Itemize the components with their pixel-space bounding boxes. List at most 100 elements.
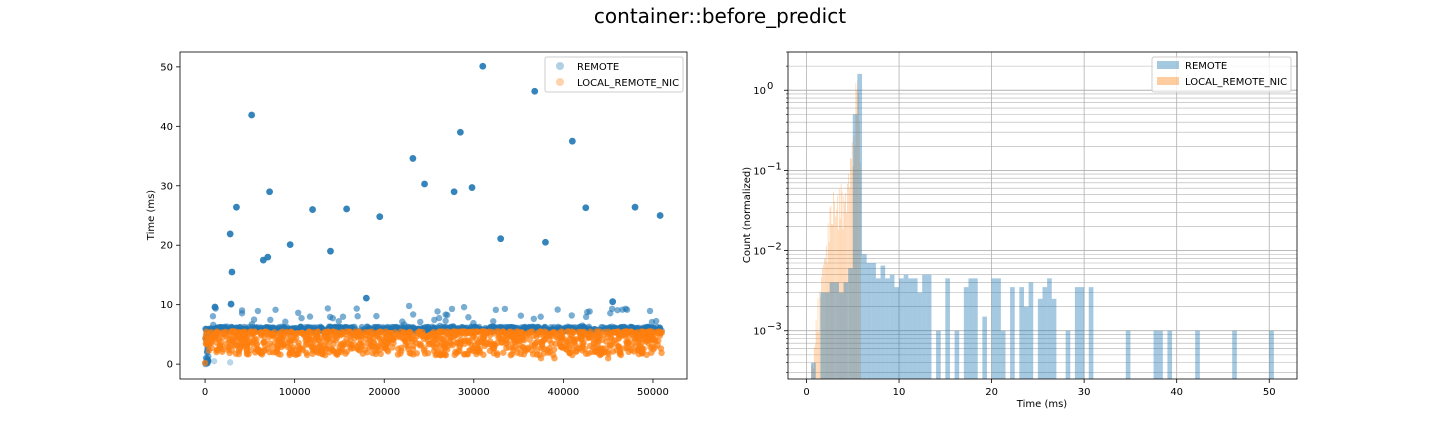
scatter-point-local	[546, 345, 553, 352]
scatter-point-local	[585, 350, 592, 357]
scatter-point-local	[375, 342, 382, 349]
scatter-point-local	[460, 351, 468, 358]
scatter-point-local	[359, 341, 366, 349]
hist-bar-local	[813, 347, 815, 379]
hist-bar-remote	[889, 274, 895, 379]
hist-bar-local	[816, 331, 818, 379]
hist-bar-remote	[1051, 298, 1057, 379]
hist-bar-local	[825, 258, 826, 379]
hist-bar-remote	[1019, 287, 1024, 379]
hist-bar-local	[847, 183, 848, 379]
hist-bar-remote	[811, 362, 816, 379]
hist-bar-local	[817, 298, 819, 379]
scatter-point-local	[586, 342, 594, 350]
scatter-point-local	[640, 333, 647, 340]
scatter-point-local	[645, 331, 653, 339]
scatter-point-local	[248, 329, 256, 336]
hist-bar-local	[857, 79, 859, 380]
scatter-point-remote	[324, 305, 332, 312]
scatter-point-remote	[442, 317, 449, 325]
scatter-point-local	[389, 344, 396, 351]
scatter-point-local	[421, 345, 428, 352]
scatter-point-local	[449, 342, 456, 349]
hist-bar-local	[844, 202, 846, 379]
scatter-point-local	[305, 329, 312, 336]
scatter-point-local	[442, 345, 449, 352]
scatter-point-remote	[362, 294, 370, 302]
scatter-point-remote	[409, 155, 417, 162]
hist-bar-local	[849, 187, 850, 379]
scatter-point-remote	[497, 235, 505, 243]
histogram-legend: REMOTE LOCAL_REMOTE_NIC	[1151, 56, 1292, 93]
hist-bar-remote	[1065, 330, 1071, 379]
hist-bar-remote	[1125, 330, 1131, 379]
scatter-point-remote	[465, 314, 472, 321]
hist-bar-local	[835, 216, 836, 379]
hist-bar-remote	[968, 278, 974, 379]
scatter-point-remote	[254, 307, 262, 315]
scatter-point-remote	[450, 323, 457, 330]
scatter-point-local	[303, 340, 311, 348]
scatter-y-label: Time (ms)	[146, 190, 157, 242]
x-tick-label: 50	[1263, 387, 1276, 398]
scatter-point-local	[239, 343, 247, 350]
hist-bar-local	[858, 92, 859, 379]
hist-bar-remote	[894, 287, 900, 379]
scatter-point-local	[528, 342, 536, 349]
scatter-point-local	[634, 328, 641, 336]
hist-bar-remote	[866, 262, 872, 379]
scatter-point-local	[471, 342, 479, 349]
scatter-point-remote	[272, 306, 279, 313]
hist-bar-remote	[871, 262, 876, 379]
scatter-point-local	[500, 349, 507, 356]
scatter-point-local	[640, 345, 647, 353]
hist-bar-local	[824, 258, 825, 379]
hist-bar-local	[831, 224, 833, 379]
scatter-point-remote	[405, 302, 413, 310]
scatter-point-local	[206, 340, 214, 347]
scatter-point-local	[291, 336, 298, 344]
scatter-point-local	[309, 341, 317, 349]
scatter-point-remote	[425, 324, 432, 331]
scatter-point-remote	[327, 247, 334, 255]
scatter-point-local	[470, 332, 477, 340]
hist-bar-local	[854, 147, 856, 379]
scatter-point-local	[570, 329, 577, 336]
y-tick-label: 10	[753, 247, 766, 258]
hist-bar-remote	[880, 265, 886, 379]
scatter-points	[201, 62, 666, 368]
legend-patch-remote	[1157, 61, 1179, 69]
y-tick-label: 30	[160, 181, 173, 192]
scatter-point-local	[551, 354, 558, 362]
scatter-point-local	[505, 344, 512, 351]
scatter-point-local	[257, 329, 265, 336]
hist-bar-remote	[1195, 330, 1200, 379]
scatter-point-local	[526, 336, 533, 343]
scatter-point-remote	[470, 319, 477, 327]
scatter-point-local	[480, 332, 487, 340]
scatter-point-remote	[517, 312, 525, 319]
x-tick-label: 50000	[637, 387, 669, 398]
scatter-point-local	[379, 336, 387, 344]
scatter-point-local	[416, 342, 424, 349]
scatter-point-local	[453, 349, 460, 357]
scatter-point-local	[658, 349, 665, 357]
hist-bar-local	[836, 209, 837, 379]
hist-bar-remote	[1167, 330, 1173, 379]
hist-bar-local	[833, 191, 834, 379]
scatter-point-remote	[619, 306, 626, 313]
scatter-point-remote	[444, 311, 451, 319]
hist-bar-local	[812, 363, 813, 379]
scatter-point-local	[370, 339, 377, 346]
scatter-point-local	[294, 350, 301, 358]
hist-bar-remote	[825, 292, 830, 379]
scatter-point-remote	[468, 184, 476, 191]
scatter-point-local	[576, 333, 584, 340]
scatter-point-local	[462, 337, 469, 344]
scatter-y-ticks: 0 10 20 30 40 50	[160, 62, 180, 371]
scatter-point-local	[213, 329, 220, 337]
scatter-point-remote	[343, 205, 351, 213]
scatter-point-local	[251, 336, 258, 343]
y-tick-label: 0	[167, 360, 173, 371]
